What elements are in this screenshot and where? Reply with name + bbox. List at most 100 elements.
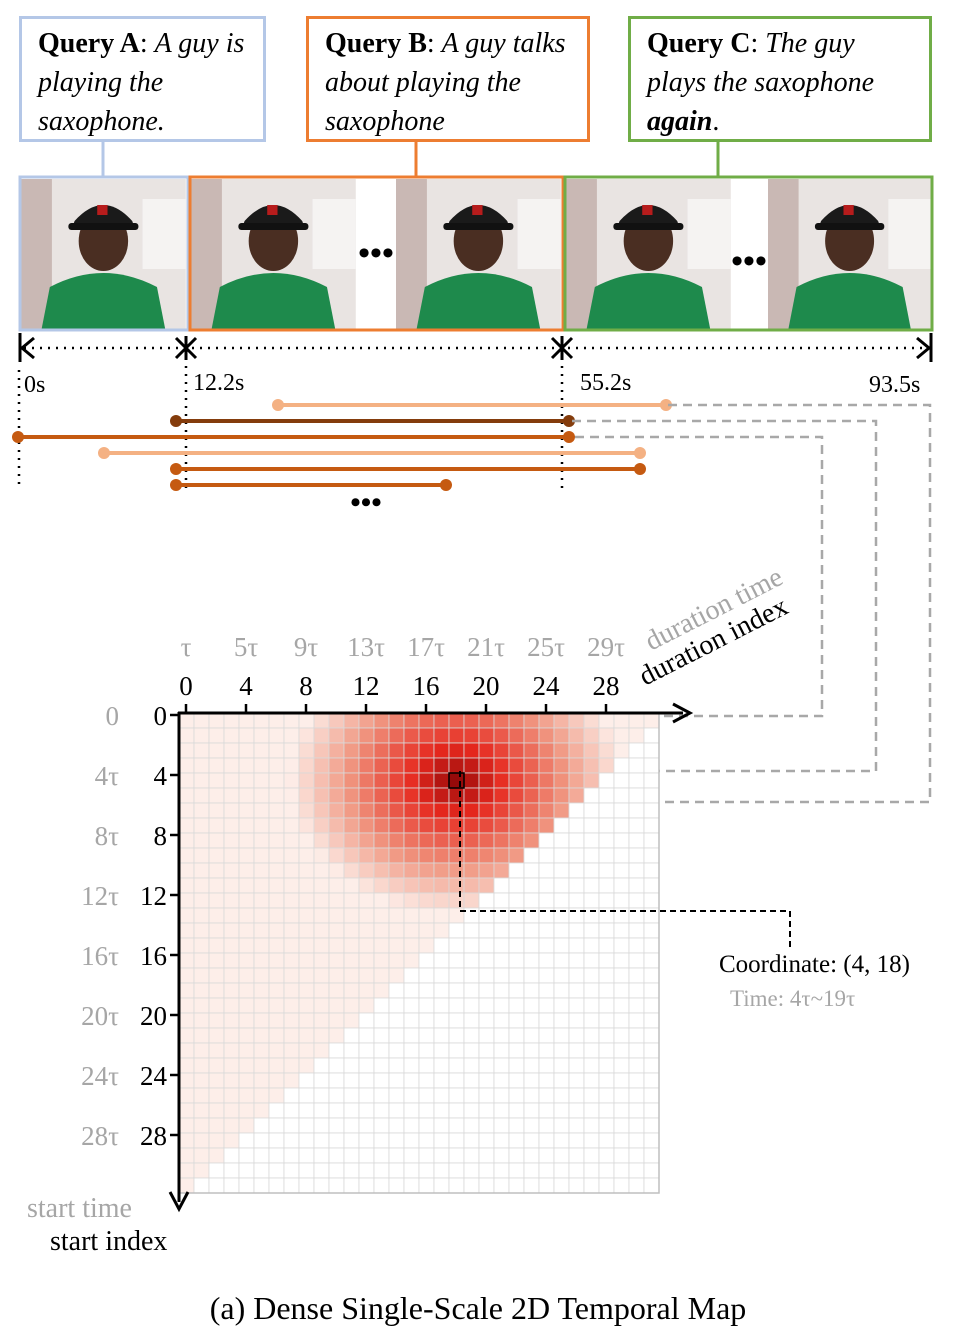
map-cell [388, 1057, 405, 1074]
map-cell [418, 877, 435, 894]
map-cell [553, 757, 570, 774]
map-cell [553, 1042, 570, 1059]
map-cell [538, 1087, 555, 1104]
map-cell [553, 937, 570, 954]
map-cell [298, 937, 315, 954]
map-cell [238, 1087, 255, 1104]
map-cell [538, 832, 555, 849]
map-cell [523, 727, 540, 744]
map-cell [418, 1177, 435, 1194]
map-cell [238, 802, 255, 819]
map-cell [388, 997, 405, 1014]
map-cell [643, 1117, 660, 1134]
map-cell [388, 727, 405, 744]
map-cell [538, 802, 555, 819]
map-cell [403, 1012, 420, 1029]
map-cell [373, 847, 390, 864]
map-cell [253, 907, 270, 924]
map-cell [313, 847, 330, 864]
map-cell [388, 1102, 405, 1119]
map-cell [568, 1117, 585, 1134]
map-cell [223, 712, 240, 729]
map-cell [268, 952, 285, 969]
map-cell [328, 772, 345, 789]
map-cell [448, 772, 465, 789]
map-cell [268, 1147, 285, 1164]
map-cell [478, 727, 495, 744]
map-cell [478, 1027, 495, 1044]
map-cell [238, 1147, 255, 1164]
map-cell [463, 1102, 480, 1119]
map-cell [178, 817, 195, 834]
map-cell [463, 1072, 480, 1089]
map-cell [268, 832, 285, 849]
map-cell [403, 847, 420, 864]
map-cell [223, 1042, 240, 1059]
map-cell [598, 772, 615, 789]
map-cell [223, 832, 240, 849]
map-cell [433, 952, 450, 969]
map-cell [253, 787, 270, 804]
map-cell [193, 937, 210, 954]
map-cell [463, 757, 480, 774]
segment [272, 399, 672, 411]
map-cell [553, 1057, 570, 1074]
map-cell [538, 712, 555, 729]
coordinate-label: Coordinate: (4, 18) [719, 951, 910, 978]
map-cell [358, 862, 375, 879]
map-cell [388, 757, 405, 774]
map-cell [583, 967, 600, 984]
map-cell [523, 847, 540, 864]
map-cell [178, 967, 195, 984]
map-cell [583, 1102, 600, 1119]
map-cell [628, 937, 645, 954]
map-cell [538, 892, 555, 909]
map-cell [313, 832, 330, 849]
row-index-tick: 12 [140, 881, 167, 911]
map-cell [583, 757, 600, 774]
map-cell [598, 802, 615, 819]
map-cell [178, 1117, 195, 1134]
map-cell [568, 922, 585, 939]
map-cell [268, 1162, 285, 1179]
map-cell [373, 772, 390, 789]
map-cell [373, 1087, 390, 1104]
map-cell [253, 847, 270, 864]
map-cell [238, 937, 255, 954]
map-cell [463, 922, 480, 939]
map-ticks: 0τ45τ89τ1213τ1617τ2021τ2425τ2829τ0044τ88… [81, 632, 625, 1151]
map-cell [583, 922, 600, 939]
map-cell [268, 922, 285, 939]
map-cell [178, 1162, 195, 1179]
map-cell [268, 1117, 285, 1134]
map-cell [343, 1087, 360, 1104]
map-cell [538, 862, 555, 879]
map-cell [238, 832, 255, 849]
map-cell [583, 772, 600, 789]
map-cell [478, 1147, 495, 1164]
map-cell [328, 967, 345, 984]
map-cell [238, 997, 255, 1014]
map-cell [403, 1042, 420, 1059]
map-cell [328, 862, 345, 879]
map-cell [343, 1057, 360, 1074]
map-cell [373, 742, 390, 759]
map-cell [478, 1072, 495, 1089]
map-cell [613, 1147, 630, 1164]
map-cell [418, 1102, 435, 1119]
map-cell [418, 997, 435, 1014]
map-cell [238, 862, 255, 879]
map-cell [283, 727, 300, 744]
map-cell [238, 1117, 255, 1134]
map-cell [253, 832, 270, 849]
map-cell [328, 877, 345, 894]
map-cell [433, 1102, 450, 1119]
map-cell [238, 982, 255, 999]
map-cell [508, 742, 525, 759]
map-cell [313, 1162, 330, 1179]
map-cell [388, 1027, 405, 1044]
map-cell [268, 727, 285, 744]
row-index-tick: 16 [140, 941, 167, 971]
map-cell [208, 892, 225, 909]
map-cell [553, 862, 570, 879]
